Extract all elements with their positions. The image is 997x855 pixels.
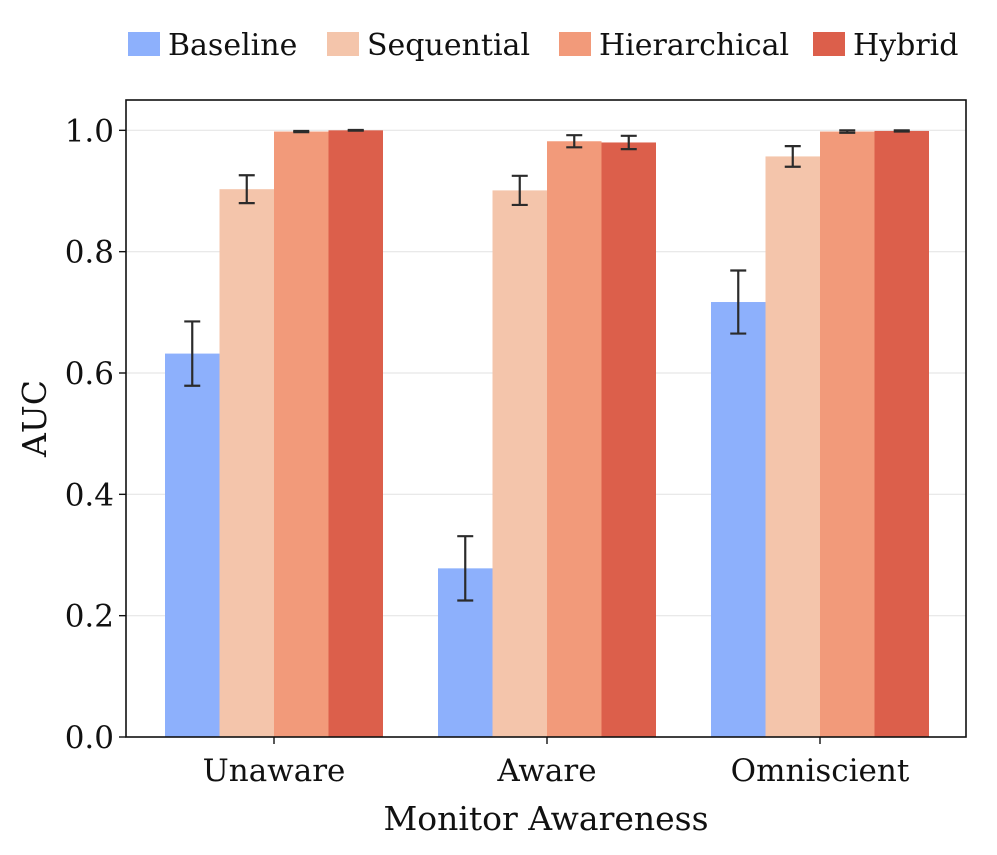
x-tick-label: Omniscient	[731, 753, 910, 789]
legend-swatch	[128, 32, 160, 56]
bar-hybrid-omniscient	[874, 130, 929, 737]
error-bar-baseline-unaware	[184, 320, 201, 387]
bar-hybrid-aware	[601, 142, 656, 737]
error-bar-sequential-aware	[511, 174, 528, 207]
bar-hierarchical-omniscient	[820, 131, 875, 738]
legend-label: Baseline	[168, 28, 297, 63]
legend-label: Hierarchical	[599, 28, 789, 63]
legend-item-baseline: Baseline	[128, 28, 297, 63]
legend-item-hierarchical: Hierarchical	[559, 28, 789, 63]
error-bar-hierarchical-aware	[566, 134, 583, 149]
legend-item-hybrid: Hybrid	[813, 28, 958, 63]
legend-swatch	[559, 32, 591, 56]
y-axis-label: AUC	[15, 380, 54, 458]
y-tick-label: 0.8	[65, 235, 114, 271]
legend-swatch	[327, 32, 359, 56]
bar-hierarchical-aware	[547, 141, 602, 738]
error-bar-baseline-aware	[457, 535, 474, 602]
error-bar-hybrid-aware	[620, 134, 637, 151]
error-bar-sequential-omniscient	[784, 145, 801, 168]
bar-hybrid-unaware	[328, 130, 383, 738]
error-bar-sequential-unaware	[238, 174, 255, 205]
bar-baseline-unaware	[165, 353, 220, 737]
x-axis-label: Monitor Awareness	[383, 799, 708, 838]
y-tick-label: 0.4	[65, 477, 114, 513]
legend-item-sequential: Sequential	[327, 28, 530, 63]
x-tick-label: Unaware	[203, 753, 346, 789]
legend: Baseline Sequential Hierarchical Hybrid	[128, 28, 958, 63]
y-tick-label: 0.2	[65, 599, 114, 635]
plot-frame	[125, 99, 967, 738]
y-tick-label: 0.0	[65, 720, 114, 756]
bar-baseline-omniscient	[711, 302, 766, 737]
error-bar-hybrid-unaware	[347, 128, 364, 132]
y-tick-label: 0.6	[65, 356, 114, 392]
legend-swatch	[813, 32, 845, 56]
x-axis-ticks: Unaware Aware Omniscient	[203, 737, 910, 789]
legend-label: Hybrid	[853, 28, 958, 63]
y-axis-ticks: 0.0 0.2 0.4 0.6 0.8 1.0	[65, 113, 126, 756]
legend-label: Sequential	[367, 28, 530, 63]
x-tick-label: Aware	[496, 753, 596, 789]
bars	[165, 130, 929, 738]
error-bar-baseline-omniscient	[730, 269, 747, 335]
error-bars	[184, 128, 910, 602]
bar-sequential-omniscient	[765, 156, 820, 738]
bar-hierarchical-unaware	[274, 131, 329, 738]
bar-sequential-unaware	[219, 189, 274, 737]
error-bar-hierarchical-unaware	[293, 129, 310, 134]
error-bar-hybrid-omniscient	[893, 129, 910, 133]
bar-sequential-aware	[492, 190, 547, 738]
error-bar-hierarchical-omniscient	[839, 129, 856, 134]
y-tick-label: 1.0	[65, 113, 114, 149]
